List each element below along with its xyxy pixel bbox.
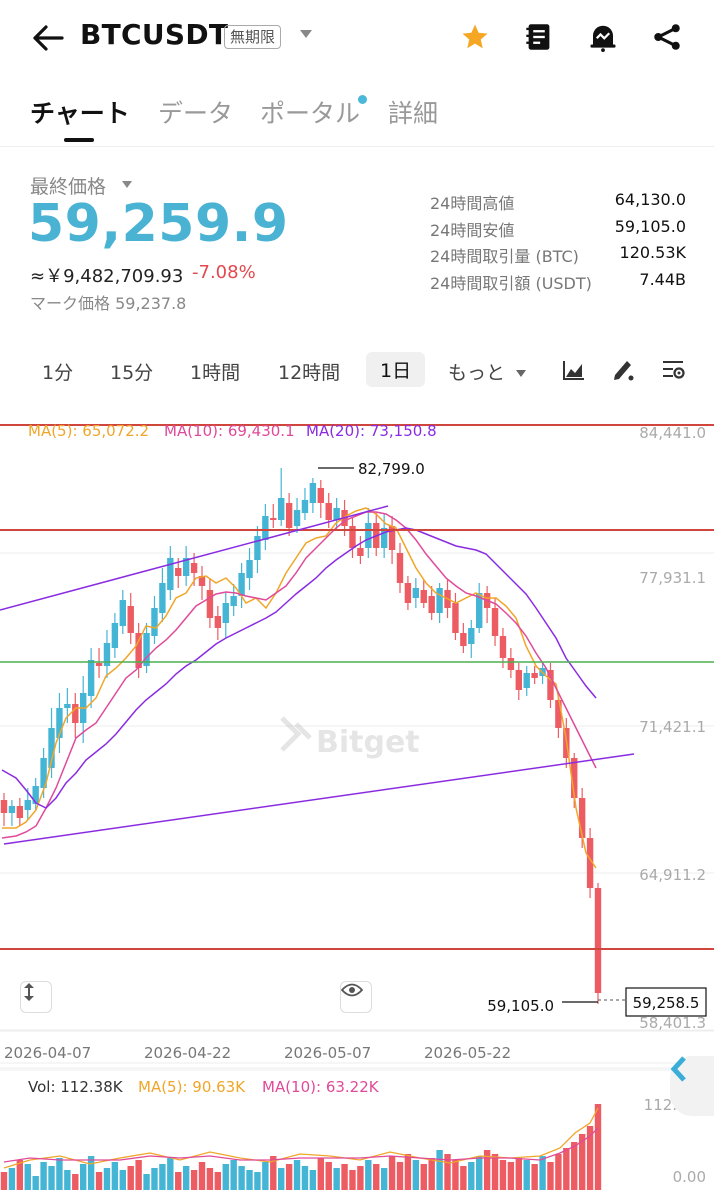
trend-line[interactable]	[3, 753, 635, 845]
last-price-label[interactable]: 最終価格	[30, 176, 107, 198]
price-axis-label: 71,421.1	[639, 718, 706, 736]
candles	[0, 468, 602, 1004]
interval-more[interactable]: もっと	[448, 362, 506, 384]
tab-chart[interactable]: チャート	[30, 99, 130, 128]
low-price-label: 59,105.0	[487, 997, 554, 1015]
svg-text:Bitget: Bitget	[316, 725, 420, 760]
notebook-icon[interactable]	[522, 20, 556, 54]
ma10-line	[1, 511, 597, 839]
stat-low: 24時間安値 59,105.0	[430, 216, 686, 240]
stats-24h: 24時間高値 64,130.0 24時間安値 59,105.0 24時間取引量 (B…	[430, 190, 686, 296]
bitget-watermark: Bitget	[280, 716, 420, 760]
price-change: -7.08%	[192, 262, 256, 283]
stat-high: 24時間高値 64,130.0	[430, 190, 686, 213]
price-axis-label: 77,931.1	[639, 569, 706, 587]
ma10-legend: MA(10): 69,430.1	[164, 422, 295, 440]
current-price-tag	[625, 987, 707, 1017]
tab-details[interactable]: 詳細	[388, 99, 439, 128]
date-axis-label: 2026-04-22	[144, 1044, 231, 1062]
last-price: 59,259.9	[28, 194, 289, 254]
price-axis-label: 84,441.0	[639, 424, 706, 442]
drawing-tool-icon[interactable]	[610, 356, 638, 384]
tab-data[interactable]: データ	[158, 99, 234, 128]
interval-bar: 1分 15分 1時間 12時間 1日 もっと	[0, 350, 714, 394]
notification-dot	[358, 95, 367, 104]
yen-price: ≈￥9,482,709.93	[30, 266, 184, 287]
volume-ma10-legend: MA(10): 63.22K	[262, 1078, 380, 1096]
interval-12h[interactable]: 12時間	[278, 362, 341, 384]
share-icon[interactable]	[650, 20, 684, 54]
interval-1h[interactable]: 1時間	[190, 362, 241, 384]
high-price-label: 82,799.0	[358, 460, 425, 478]
stat-turnover-usdt: 24時間取引額 (USDT) 7.44B	[430, 269, 686, 293]
contract-badge: 無期限	[224, 25, 282, 49]
ma5-line	[2, 507, 597, 869]
current-price-label: 59,258.5	[633, 994, 700, 1012]
candlestick-chart[interactable]: Bitget MA(5): 65,072.2 MA(10): 69,430.1 …	[0, 408, 714, 1200]
volume-legend: Vol: 112.38K	[28, 1078, 124, 1096]
divider	[0, 146, 714, 147]
date-axis-label: 2026-04-07	[4, 1044, 91, 1062]
volume-axis-label: 0.00	[673, 1168, 706, 1186]
chevron-down-icon[interactable]	[516, 370, 526, 377]
expand-vertical-icon[interactable]	[20, 981, 52, 1013]
volume-ma10-line	[3, 1127, 599, 1163]
price-axis-label: 58,401.3	[639, 1014, 706, 1032]
interval-1m[interactable]: 1分	[42, 362, 74, 384]
tab-underline	[64, 138, 94, 142]
symbol-title[interactable]: BTCUSDT	[80, 18, 229, 51]
back-arrow-icon[interactable]	[28, 18, 68, 58]
mark-price: マーク価格 59,237.8	[30, 294, 187, 313]
stat-volume-btc: 24時間取引量 (BTC) 120.53K	[430, 243, 686, 266]
interval-15m[interactable]: 15分	[110, 362, 154, 384]
ma5-legend: MA(5): 65,072.2	[28, 422, 149, 440]
volume-ma5-legend: MA(5): 90.63K	[138, 1078, 246, 1096]
chevron-down-icon[interactable]	[300, 30, 312, 38]
tab-bar: チャート データ ポータル 詳細	[0, 86, 714, 146]
ma20-line	[1, 527, 597, 809]
date-axis-label: 2026-05-07	[284, 1044, 371, 1062]
header: BTCUSDT 無期限	[0, 0, 714, 76]
ma20-legend: MA(20): 73,150.8	[306, 422, 437, 440]
favorite-star-icon[interactable]	[458, 20, 492, 54]
chevron-down-icon[interactable]	[122, 181, 132, 188]
trend-line[interactable]	[0, 505, 389, 611]
chart-settings-icon[interactable]	[660, 356, 688, 384]
price-alert-bell-icon[interactable]	[586, 20, 620, 54]
collapse-panel-icon[interactable]	[670, 1056, 714, 1116]
price-axis-label: 64,911.2	[639, 866, 706, 884]
date-axis-label: 2026-05-22	[424, 1044, 511, 1062]
volume-bars	[0, 1104, 602, 1190]
tab-portal[interactable]: ポータル	[260, 99, 361, 128]
visibility-eye-icon[interactable]	[340, 981, 372, 1013]
interval-1d[interactable]: 1日	[366, 352, 426, 387]
chart-type-icon[interactable]	[560, 356, 588, 384]
